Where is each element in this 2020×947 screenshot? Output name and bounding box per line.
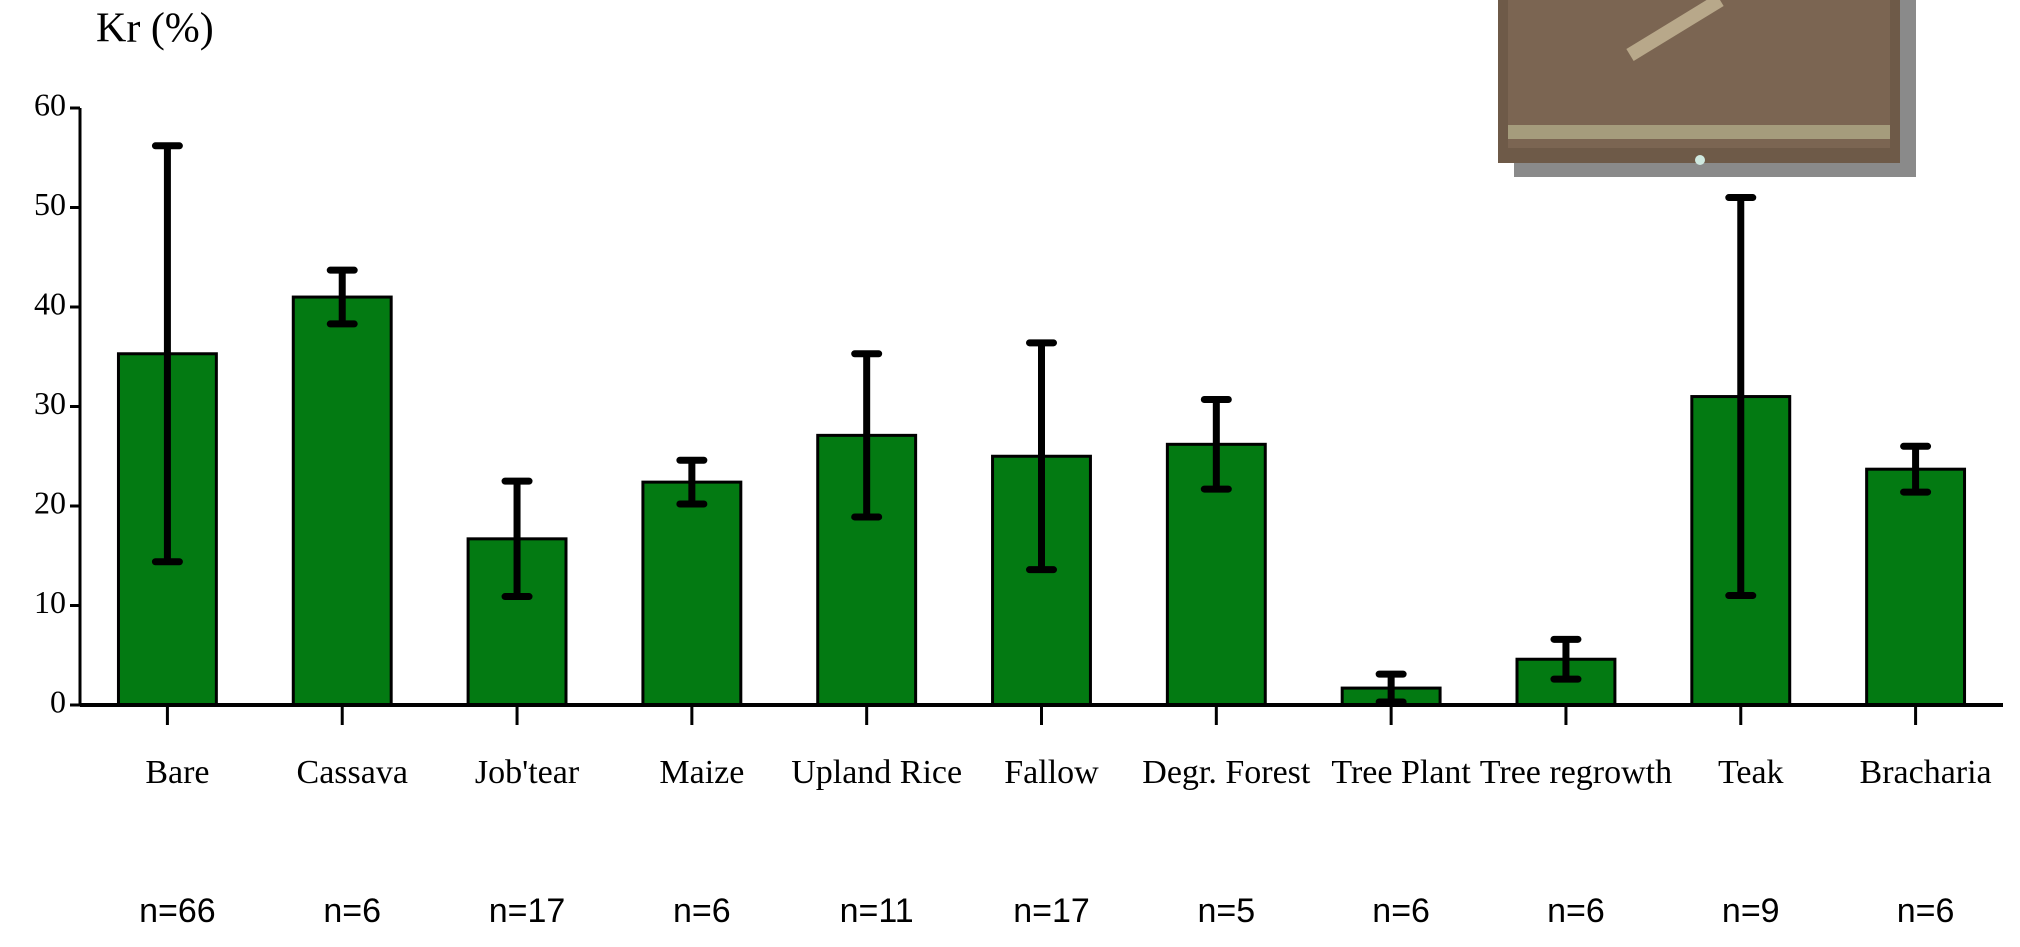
x-tick-label: Tree regrowth	[1480, 754, 1672, 791]
y-tick-label: 50	[34, 186, 66, 222]
y-tick-label: 60	[34, 86, 66, 122]
sample-size: n=11	[840, 892, 914, 930]
y-tick-label: 20	[34, 484, 66, 520]
y-tick-label: 40	[34, 285, 66, 321]
y-tick-label: 0	[50, 683, 66, 719]
x-tick-label: Job'tear	[475, 754, 580, 791]
bar	[1867, 469, 1965, 705]
chart-title: Kr (%)	[96, 6, 214, 52]
sample-size: n=17	[1013, 892, 1090, 930]
x-tick-label: Degr. Forest	[1142, 754, 1311, 791]
sample-size: n=6	[1547, 892, 1605, 930]
sample-size: n=66	[139, 892, 216, 930]
sample-size: n=6	[1372, 892, 1430, 930]
bar	[643, 482, 741, 705]
x-tick-label: Upland Rice	[791, 754, 962, 791]
photo-inset	[1498, 0, 1916, 177]
sample-size: n=9	[1722, 892, 1780, 930]
chart: Kr (%) 0 10 20 30 40 50 60 Bare n=66 Cassava n=6 Jo…	[0, 0, 2020, 947]
sample-size: n=6	[323, 892, 381, 930]
x-tick-label: Fallow	[1004, 754, 1099, 791]
x-tick-label: Teak	[1718, 754, 1784, 791]
x-tick-label: Bare	[145, 754, 209, 791]
x-tick-label: Cassava	[297, 754, 408, 791]
sample-size: n=6	[673, 892, 731, 930]
x-tick-label: Maize	[659, 754, 744, 791]
sample-size: n=6	[1897, 892, 1955, 930]
sample-size: n=17	[489, 892, 566, 930]
x-tick-label: Tree Plant	[1331, 754, 1471, 791]
y-tick-label: 10	[34, 584, 66, 620]
x-tick-label: Bracharia	[1860, 754, 1992, 791]
y-tick-label: 30	[34, 385, 66, 421]
sample-size: n=5	[1197, 892, 1255, 930]
bar	[293, 297, 391, 705]
